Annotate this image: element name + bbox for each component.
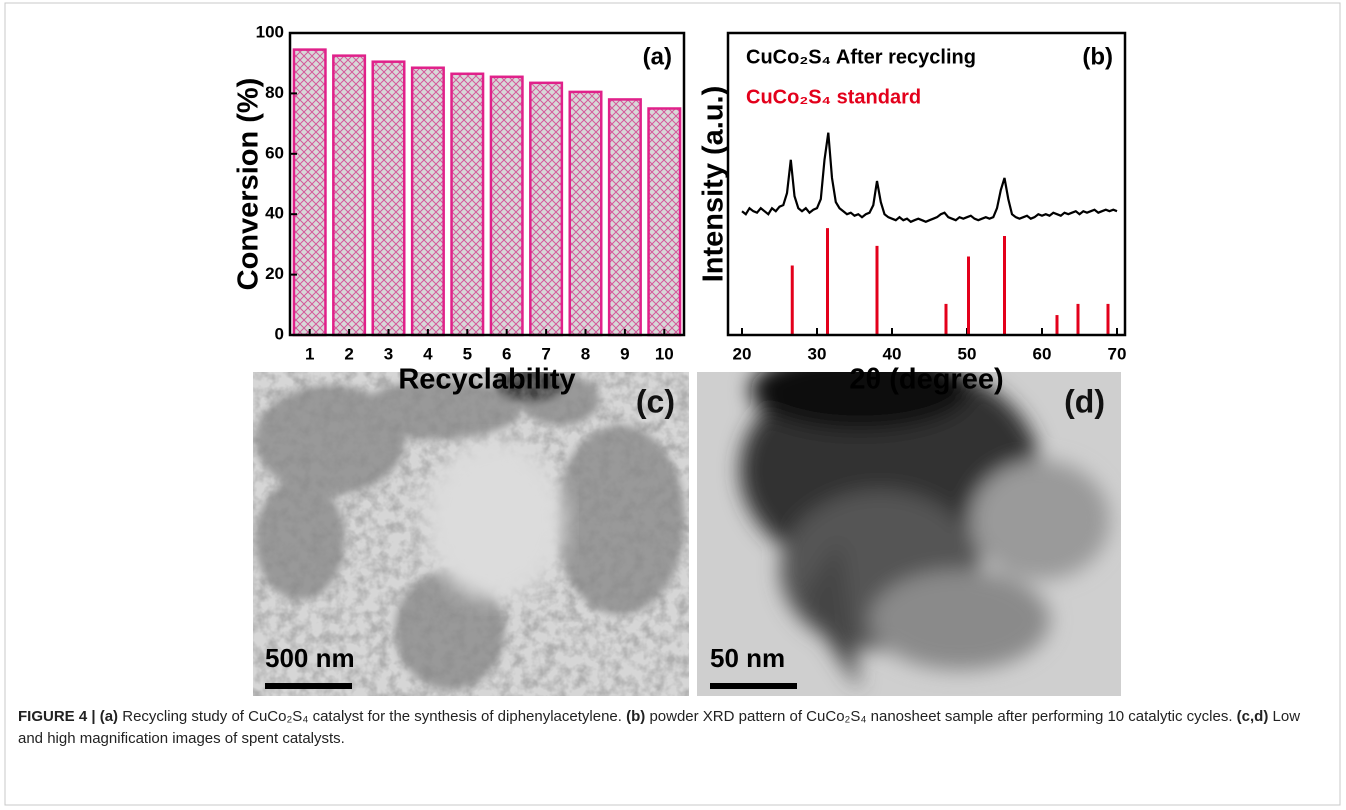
y-tick-label: 40 xyxy=(265,204,284,223)
x-tick-label: 9 xyxy=(620,344,629,363)
y-axis-label: Intensity (a.u.) xyxy=(698,86,730,283)
x-axis-label: 2θ (degree) xyxy=(849,364,1003,396)
x-tick-label: 40 xyxy=(883,344,902,363)
x-tick-label: 30 xyxy=(808,344,827,363)
y-tick-label: 0 xyxy=(275,324,284,343)
bar xyxy=(568,90,603,337)
caption-ref: (b) xyxy=(626,708,646,725)
x-tick-label: 1 xyxy=(305,344,314,363)
bar xyxy=(371,60,406,337)
panel-label: (b) xyxy=(1082,43,1113,70)
x-tick-label: 10 xyxy=(655,344,674,363)
bar xyxy=(410,66,445,337)
bar xyxy=(529,81,564,337)
panel-label: (d) xyxy=(1064,383,1105,419)
xrd-trace xyxy=(741,132,1118,224)
x-tick-label: 6 xyxy=(502,344,511,363)
y-tick-label: 80 xyxy=(265,83,284,102)
caption-text: powder XRD pattern of CuCo₂S₄ nanosheet … xyxy=(649,708,1233,725)
caption-ref: (c,d) xyxy=(1236,708,1269,725)
x-axis-label: Recyclability xyxy=(398,364,575,396)
x-tick-label: 5 xyxy=(463,344,472,363)
bar xyxy=(450,72,485,337)
caption: FIGURE 4 | (a) Recycling study of CuCo₂S… xyxy=(18,706,1328,750)
legend-label: CuCo₂S₄ After recycling xyxy=(746,46,976,68)
tem-image-d xyxy=(697,372,1121,696)
y-axis-label: Conversion (%) xyxy=(233,78,265,291)
frame xyxy=(4,2,1341,806)
scale-bar-label: 50 nm xyxy=(710,643,785,673)
bar xyxy=(489,75,524,337)
x-tick-label: 60 xyxy=(1033,344,1052,363)
plot-frame xyxy=(288,31,686,337)
x-tick-label: 4 xyxy=(423,344,433,363)
x-tick-label: 70 xyxy=(1108,344,1127,363)
x-tick-label: 7 xyxy=(541,344,550,363)
bar xyxy=(332,54,367,337)
panel-label: (a) xyxy=(643,43,672,70)
x-tick-label: 50 xyxy=(958,344,977,363)
y-tick-label: 100 xyxy=(256,22,284,41)
y-tick-label: 60 xyxy=(265,143,284,162)
x-tick-label: 8 xyxy=(581,344,590,363)
figure-label: FIGURE 4 | xyxy=(18,708,96,725)
panel-label: (c) xyxy=(636,383,675,419)
x-tick-label: 3 xyxy=(384,344,393,363)
x-tick-label: 20 xyxy=(733,344,752,363)
caption-text: Low and high magnification images of spe… xyxy=(18,708,1301,747)
bar xyxy=(292,48,327,337)
scale-bar-label: 500 nm xyxy=(265,643,355,673)
bar xyxy=(607,98,642,337)
bar xyxy=(647,107,682,337)
caption-text: Recycling study of CuCo₂S₄ catalyst for … xyxy=(122,708,622,725)
y-tick-label: 20 xyxy=(265,264,284,283)
caption-ref: (a) xyxy=(99,708,119,725)
tem-image-c xyxy=(253,372,689,696)
x-tick-label: 2 xyxy=(344,344,353,363)
plot-frame xyxy=(726,31,1127,337)
legend-label: CuCo₂S₄ standard xyxy=(746,86,921,108)
